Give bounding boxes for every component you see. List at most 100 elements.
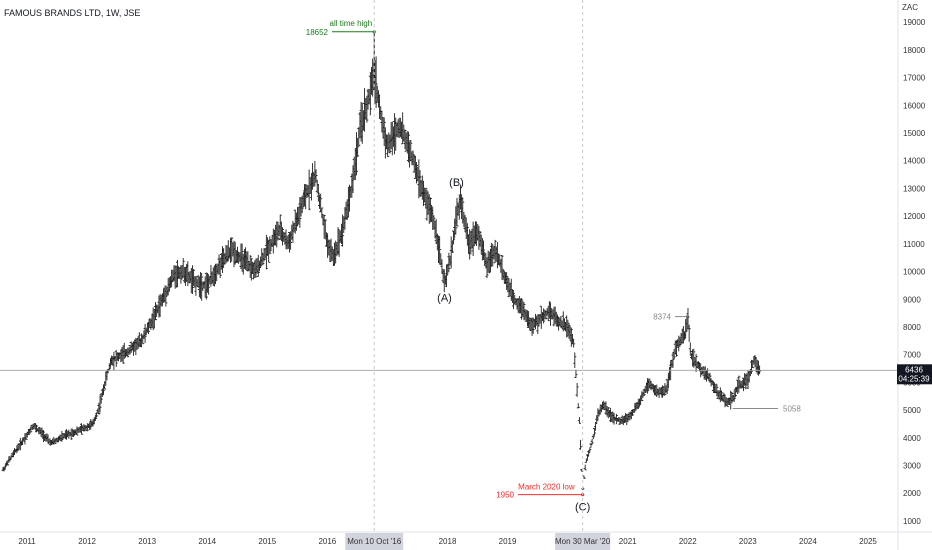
ohlc-bar bbox=[512, 290, 516, 310]
ohlc-bar bbox=[510, 289, 514, 303]
ohlc-bar bbox=[485, 257, 489, 279]
ohlc-bar bbox=[750, 359, 754, 375]
ohlc-bar bbox=[482, 240, 486, 261]
ohlc-bar bbox=[98, 395, 102, 413]
ohlc-bar bbox=[663, 383, 667, 395]
ohlc-bar bbox=[298, 196, 302, 228]
ohlc-bar bbox=[737, 375, 741, 393]
ohlc-bar bbox=[194, 275, 198, 296]
ohlc-bar bbox=[107, 363, 111, 371]
ohlc-bar bbox=[207, 274, 211, 295]
ohlc-bar bbox=[388, 134, 392, 154]
ohlc-bars bbox=[1, 56, 762, 491]
ohlc-bar bbox=[409, 139, 413, 161]
ohlc-bar bbox=[708, 372, 712, 383]
ohlc-bar bbox=[41, 430, 45, 443]
y-tick-label: 13000 bbox=[903, 184, 926, 193]
ohlc-bar bbox=[584, 458, 588, 463]
y-tick-label: 18000 bbox=[903, 46, 926, 55]
ohlc-bar bbox=[454, 206, 458, 235]
ohlc-bar bbox=[692, 348, 696, 368]
ohlc-bar bbox=[589, 443, 593, 448]
ohlc-bar bbox=[26, 429, 30, 436]
ohlc-bar bbox=[320, 207, 324, 219]
ohlc-bar bbox=[314, 169, 318, 183]
elliott-wave-label: (B) bbox=[449, 177, 464, 189]
ohlc-bar bbox=[35, 425, 39, 433]
ohlc-bar bbox=[261, 253, 265, 266]
ohlc-bar bbox=[214, 263, 218, 285]
ohlc-bar bbox=[80, 423, 84, 435]
ohlc-bar bbox=[357, 127, 361, 148]
elliott-wave-label: (C) bbox=[575, 502, 590, 514]
ohlc-bar bbox=[587, 450, 591, 457]
y-tick-label: 16000 bbox=[903, 101, 926, 110]
ohlc-bar bbox=[520, 298, 524, 320]
ohlc-bar bbox=[316, 183, 320, 202]
ohlc-bar bbox=[418, 170, 422, 197]
current-price-tag: 6436 04:25:39 bbox=[897, 364, 932, 385]
ohlc-bar bbox=[179, 265, 183, 284]
ohlc-bar bbox=[319, 193, 323, 213]
y-tick-label: 17000 bbox=[903, 74, 926, 83]
ohlc-bar bbox=[99, 392, 103, 404]
ohlc-bar bbox=[686, 308, 690, 329]
ohlc-bar bbox=[200, 272, 204, 301]
x-tick-label: 2019 bbox=[499, 537, 517, 546]
recent-low-value-label: 5058 bbox=[783, 404, 801, 413]
ohlc-bar bbox=[487, 251, 491, 274]
ohlc-bar bbox=[424, 187, 428, 209]
x-tick-label: 2025 bbox=[859, 537, 877, 546]
x-tick-label: 2013 bbox=[138, 537, 156, 546]
ohlc-bar bbox=[281, 227, 285, 246]
y-tick-label: 14000 bbox=[903, 157, 926, 166]
y-tick-label: 8000 bbox=[903, 323, 921, 332]
x-tick-label: 2012 bbox=[78, 537, 96, 546]
date-crosshair-label-bg bbox=[345, 533, 404, 550]
ohlc-bar bbox=[114, 349, 118, 367]
y-tick-label: 1000 bbox=[903, 517, 921, 526]
ohlc-bar bbox=[341, 214, 345, 247]
ohlc-bar bbox=[674, 340, 678, 357]
ath-value-label: 18652 bbox=[306, 28, 329, 37]
y-tick-label: 12000 bbox=[903, 212, 926, 221]
ohlc-bar bbox=[101, 384, 105, 396]
ohlc-bar bbox=[294, 212, 298, 231]
ohlc-bar bbox=[267, 239, 271, 263]
ohlc-bar bbox=[354, 132, 358, 176]
ohlc-bar bbox=[741, 377, 745, 392]
y-tick-label: 5000 bbox=[903, 406, 921, 415]
ohlc-bar bbox=[583, 464, 587, 471]
ohlc-bar bbox=[640, 391, 644, 402]
y-axis[interactable]: 1000200030004000500060007000800090001000… bbox=[903, 18, 926, 526]
x-axis[interactable]: 2011 2012 2013 2014 2015 2016 2018 2019 2021 2022… bbox=[18, 533, 877, 550]
ohlc-bar bbox=[442, 269, 446, 293]
ohlc-bar bbox=[47, 438, 51, 444]
ohlc-bar bbox=[579, 439, 583, 450]
ohlc-bar bbox=[368, 72, 372, 116]
ohlc-bar bbox=[190, 265, 194, 295]
x-tick-label: 2023 bbox=[739, 537, 757, 546]
ohlc-bar bbox=[657, 387, 661, 399]
ohlc-bar bbox=[730, 392, 734, 404]
ohlc-bar bbox=[428, 197, 432, 223]
ohlc-bar bbox=[60, 430, 64, 442]
x-tick-label: 2015 bbox=[258, 537, 276, 546]
y-tick-label: 3000 bbox=[903, 462, 921, 471]
ohlc-bar bbox=[93, 414, 97, 421]
ohlc-bar bbox=[24, 433, 28, 440]
ohlc-bar bbox=[386, 134, 390, 158]
y-tick-label: 2000 bbox=[903, 489, 921, 498]
current-price-value: 6436 bbox=[905, 365, 923, 374]
ohlc-bar bbox=[365, 95, 369, 123]
ohlc-bar bbox=[567, 322, 571, 339]
x-tick-label: 2018 bbox=[439, 537, 457, 546]
y-axis-currency-label: ZAC bbox=[902, 3, 918, 12]
chart-title: FAMOUS BRANDS LTD, 1W, JSE bbox=[4, 8, 140, 18]
ohlc-bar bbox=[758, 365, 762, 375]
ohlc-bar bbox=[374, 56, 378, 108]
x-tick-label: 2024 bbox=[799, 537, 817, 546]
